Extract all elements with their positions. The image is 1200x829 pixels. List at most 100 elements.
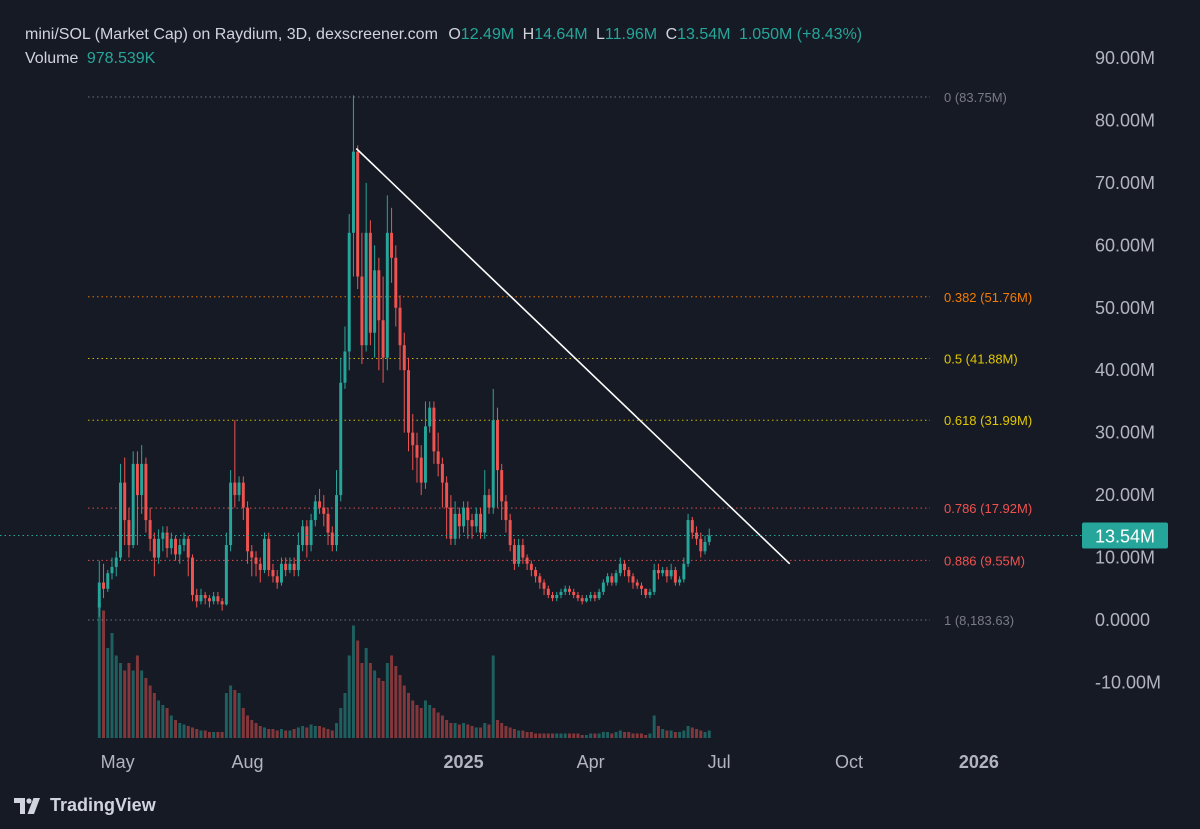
volume-bar-54: [326, 729, 330, 738]
chart-legend: mini/SOL (Market Cap) on Raydium, 3D, de…: [25, 24, 862, 70]
volume-bar-80: [436, 712, 440, 738]
volume-bar-44: [284, 730, 288, 738]
candle-body-47: [296, 545, 300, 571]
candle-body-63: [364, 232, 368, 346]
candle-body-9: [135, 463, 139, 496]
volume-bar-65: [373, 670, 377, 738]
volume-bar-115: [584, 735, 588, 738]
volume-bar-74: [411, 700, 415, 738]
volume-bar-15: [161, 705, 165, 738]
candle-body-137: [678, 579, 682, 583]
candle-body-21: [186, 538, 190, 558]
volume-bar-127: [635, 733, 639, 738]
candle-body-50: [309, 520, 313, 546]
legend-volume-label: Volume: [25, 50, 79, 67]
candle-body-86: [462, 507, 466, 527]
candle-body-23: [195, 595, 199, 602]
volume-bar-71: [398, 675, 402, 738]
volume-bar-130: [648, 733, 652, 738]
candle-body-118: [597, 591, 601, 599]
volume-bar-111: [567, 733, 571, 738]
volume-bar-138: [682, 730, 686, 738]
y-tick-label-2: 70.00M: [1095, 173, 1155, 193]
volume-bar-31: [229, 685, 233, 738]
volume-bar-107: [551, 733, 555, 738]
candle-body-61: [356, 151, 360, 277]
candle-body-79: [432, 407, 436, 452]
candle-body-3: [110, 566, 114, 574]
candle-body-103: [534, 570, 538, 577]
candle-body-113: [576, 595, 580, 599]
legend-title: mini/SOL (Market Cap) on Raydium, 3D, de…: [25, 26, 438, 43]
y-tick-label-0: 90.00M: [1095, 48, 1155, 68]
candle-body-57: [339, 382, 343, 496]
volume-bar-30: [224, 693, 228, 738]
candle-body-87: [466, 507, 470, 521]
volume-bar-129: [644, 735, 648, 738]
volume-bar-73: [407, 693, 410, 738]
candle-body-73: [407, 370, 410, 433]
candle-body-128: [639, 585, 643, 589]
volume-bar-93: [491, 655, 495, 738]
volume-bar-97: [508, 727, 512, 738]
volume-bar-28: [216, 732, 220, 738]
candle-body-30: [224, 545, 228, 605]
volume-bar-20: [182, 724, 186, 738]
volume-bar-42: [275, 730, 279, 738]
volume-bar-66: [377, 678, 381, 738]
volume-bar-94: [495, 720, 499, 738]
candle-body-80: [436, 451, 440, 464]
volume-bar-120: [606, 732, 610, 738]
candle-body-66: [377, 270, 381, 321]
tradingview-brand[interactable]: TradingView: [14, 795, 156, 816]
candle-body-41: [271, 570, 275, 577]
volume-bar-96: [504, 726, 508, 738]
legend-change: 1.050M (+8.43%): [738, 26, 863, 43]
y-tick-label-4: 50.00M: [1095, 298, 1155, 318]
candle-body-115: [584, 598, 588, 602]
volume-bar-122: [614, 732, 618, 738]
volume-bar-25: [203, 730, 207, 738]
volume-bar-100: [521, 730, 525, 738]
candle-body-56: [335, 495, 338, 546]
candle-body-130: [648, 591, 652, 596]
candle-body-82: [445, 482, 449, 508]
volume-bar-47: [296, 727, 300, 738]
candle-body-101: [525, 557, 529, 564]
volume-bar-112: [572, 733, 576, 738]
candle-body-17: [169, 538, 173, 549]
volume-bar-75: [415, 705, 419, 738]
legend-open: 12.49M: [460, 26, 515, 43]
candle-body-110: [563, 588, 567, 592]
candle-body-65: [373, 270, 377, 333]
candle-body-134: [665, 570, 669, 577]
volume-bar-59: [347, 655, 351, 738]
volume-bar-125: [627, 732, 631, 738]
candle-body-90: [479, 513, 482, 533]
candle-body-83: [449, 507, 453, 539]
volume-bar-98: [512, 729, 516, 738]
volume-bar-62: [360, 663, 364, 738]
volume-bar-77: [423, 700, 427, 738]
candle-body-89: [474, 513, 478, 527]
volume-bar-118: [597, 733, 601, 738]
candle-body-97: [508, 520, 512, 546]
candle-body-114: [580, 598, 584, 602]
volume-bar-29: [220, 732, 224, 738]
candle-body-88: [470, 520, 474, 527]
candle-body-94: [495, 420, 499, 471]
legend-close: 13.54M: [677, 26, 731, 43]
candle-body-13: [152, 538, 156, 558]
candle-body-1: [102, 582, 106, 589]
candles: [97, 95, 711, 617]
candle-body-133: [661, 570, 665, 574]
candle-body-71: [398, 307, 402, 346]
volume-bar-9: [135, 655, 139, 738]
candle-body-28: [216, 596, 220, 602]
candle-body-107: [551, 595, 555, 599]
volume-bar-17: [169, 715, 173, 738]
volume-bar-140: [690, 727, 694, 738]
candle-body-74: [411, 432, 415, 446]
candle-body-77: [423, 426, 427, 483]
